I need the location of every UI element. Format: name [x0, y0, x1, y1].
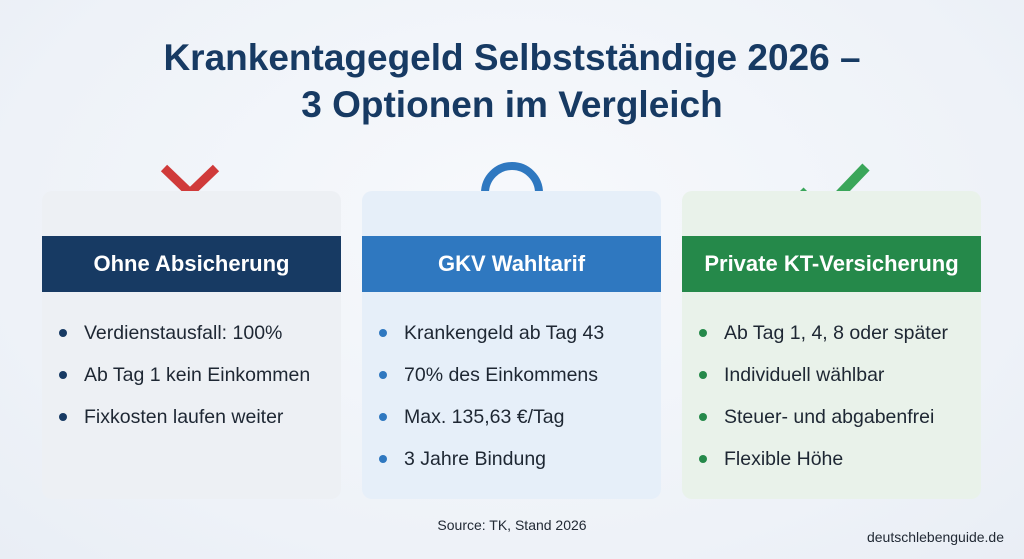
- bullet-icon: [379, 455, 387, 463]
- list-item: 70% des Einkommens: [362, 354, 604, 396]
- bullet-text: Flexible Höhe: [724, 448, 844, 470]
- card-header: Private KT-Versicherung: [682, 236, 981, 292]
- bullet-text: Ab Tag 1, 4, 8 oder später: [724, 322, 949, 344]
- option-card-ohne-absicherung: Ohne Absicherung Verdienstausfall: 100% …: [42, 191, 341, 499]
- bullet-text: Max. 135,63 €/Tag: [404, 406, 565, 428]
- bullet-text: Ab Tag 1 kein Einkommen: [84, 364, 311, 386]
- list-item: Verdienstausfall: 100%: [42, 312, 310, 354]
- page-title: Krankentagegeld Selbstständige 2026 – 3 …: [0, 34, 1024, 128]
- bullet-icon: [59, 371, 67, 379]
- card-header: GKV Wahltarif: [362, 236, 661, 292]
- option-card-private-kt-versicherung: Private KT-Versicherung Ab Tag 1, 4, 8 o…: [682, 191, 981, 499]
- bullet-icon: [379, 371, 387, 379]
- list-item: 3 Jahre Bindung: [362, 438, 604, 480]
- title-line-1: Krankentagegeld Selbstständige 2026 –: [163, 37, 861, 78]
- source-note: Source: TK, Stand 2026: [437, 517, 587, 533]
- list-item: Individuell wählbar: [682, 354, 948, 396]
- list-item: Max. 135,63 €/Tag: [362, 396, 604, 438]
- bullet-icon: [699, 413, 707, 421]
- bullet-list: Ab Tag 1, 4, 8 oder später Individuell w…: [682, 312, 948, 480]
- bullet-icon: [59, 413, 67, 421]
- bullet-icon: [379, 329, 387, 337]
- list-item: Krankengeld ab Tag 43: [362, 312, 604, 354]
- bullet-list: Verdienstausfall: 100% Ab Tag 1 kein Ein…: [42, 312, 310, 438]
- title-line-2: 3 Optionen im Vergleich: [301, 84, 723, 125]
- bullet-text: 70% des Einkommens: [404, 364, 599, 386]
- bullet-text: Verdienstausfall: 100%: [84, 322, 283, 344]
- bullet-icon: [379, 413, 387, 421]
- list-item: Steuer- und abgabenfrei: [682, 396, 948, 438]
- bullet-list: Krankengeld ab Tag 43 70% des Einkommens…: [362, 312, 604, 480]
- bullet-text: 3 Jahre Bindung: [404, 448, 547, 470]
- option-card-gkv-wahltarif: GKV Wahltarif Krankengeld ab Tag 43 70% …: [362, 191, 661, 499]
- bullet-icon: [699, 455, 707, 463]
- bullet-text: Individuell wählbar: [724, 364, 885, 386]
- card-header: Ohne Absicherung: [42, 236, 341, 292]
- bullet-icon: [699, 371, 707, 379]
- list-item: Flexible Höhe: [682, 438, 948, 480]
- bullet-icon: [59, 329, 67, 337]
- bullet-text: Krankengeld ab Tag 43: [404, 322, 605, 344]
- list-item: Ab Tag 1 kein Einkommen: [42, 354, 310, 396]
- list-item: Fixkosten laufen weiter: [42, 396, 310, 438]
- bullet-text: Steuer- und abgabenfrei: [724, 406, 935, 428]
- site-watermark: deutschlebenguide.de: [866, 529, 1004, 545]
- bullet-text: Fixkosten laufen weiter: [84, 406, 284, 428]
- list-item: Ab Tag 1, 4, 8 oder später: [682, 312, 948, 354]
- bullet-icon: [699, 329, 707, 337]
